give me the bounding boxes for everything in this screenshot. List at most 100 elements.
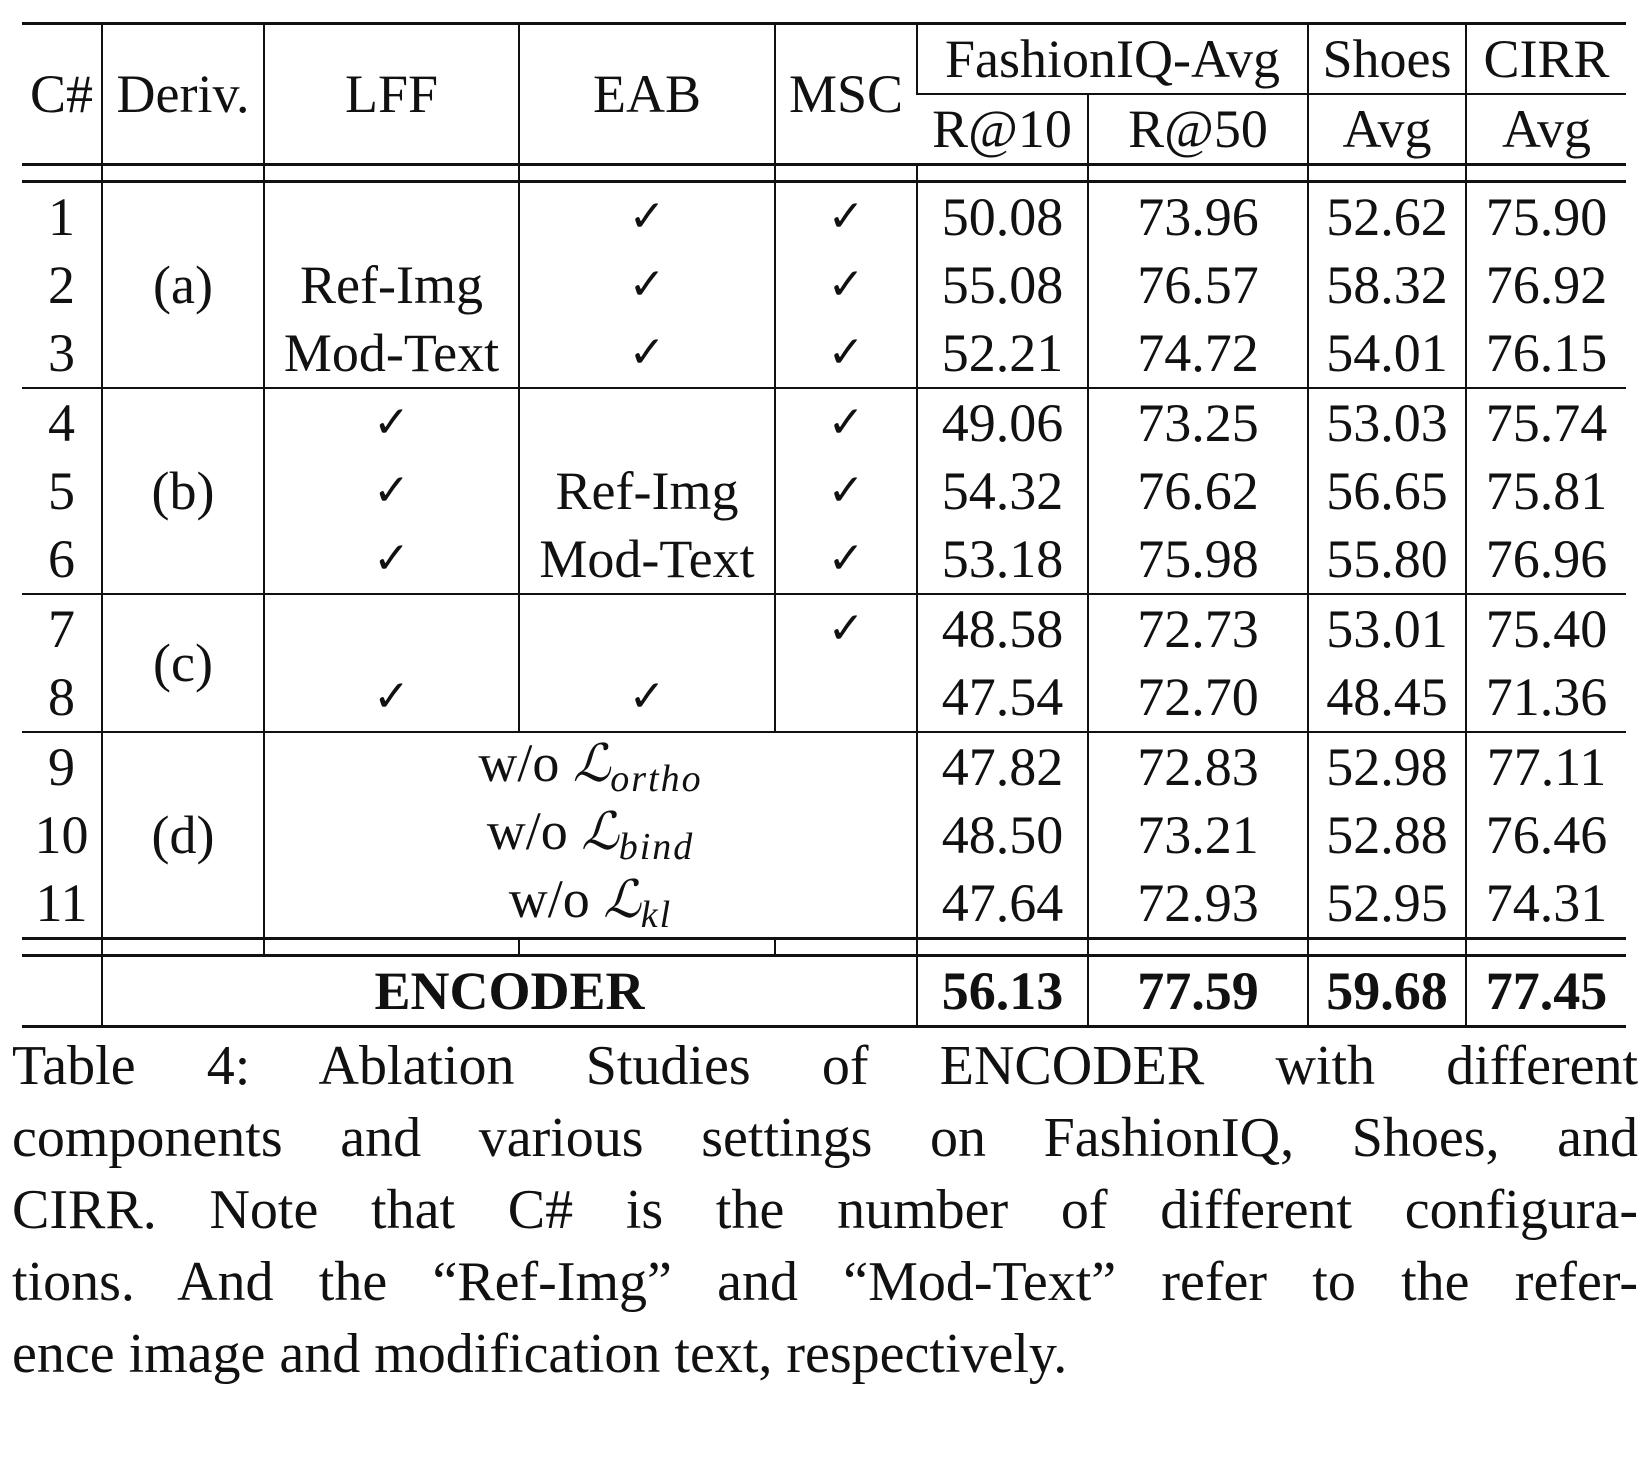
msc-cell: ✓ (774, 251, 917, 319)
r50-cell: 73.25 (1087, 387, 1308, 457)
r50-cell: 77.59 (1087, 955, 1308, 1028)
r10-cell: 56.13 (916, 955, 1088, 1028)
lff-cell (263, 593, 519, 663)
lff-cell: Ref-Img (263, 251, 519, 319)
config-number: 9 (22, 731, 102, 801)
group-label: (d) (101, 731, 264, 939)
eab-cell: ✓ (518, 319, 775, 388)
ablation-table: C# Deriv. LFF EAB MSC FashionIQ-Avg Shoe… (22, 22, 1626, 1028)
caption-line: tions. And the “Ref-Img” and “Mod-Text” … (12, 1251, 1638, 1313)
cirr-cell: 77.11 (1465, 731, 1626, 801)
table-row: 9 (d) w/o ℒortho 47.82 72.83 52.98 77.11 (22, 731, 1626, 939)
table-row: 11 w/o ℒkl 47.64 72.93 52.95 74.31 (22, 869, 1626, 939)
r10-cell: 52.21 (916, 319, 1088, 388)
config-number: 4 (22, 387, 102, 457)
config-number: 11 (35, 873, 88, 933)
table-row: 7 (c) ✓ 48.58 72.73 53.01 75.40 (22, 593, 1626, 732)
msc-cell: ✓ (774, 387, 917, 457)
msc-cell (774, 663, 917, 732)
loss-subscript: ortho (610, 758, 703, 800)
config-number: 10 (34, 805, 89, 865)
header-r50: R@50 (1087, 93, 1308, 165)
config-number: 7 (22, 593, 102, 663)
cirr-cell: 76.96 (1465, 525, 1626, 594)
r50-cell: 74.72 (1087, 319, 1308, 388)
eab-cell: ✓ (518, 663, 775, 732)
without-label: w/o (508, 869, 590, 929)
shoes-cell: 48.45 (1307, 663, 1466, 732)
lff-cell: ✓ (263, 663, 519, 732)
loss-ablation-cell: w/o ℒortho (263, 731, 917, 801)
r10-cell: 47.64 (916, 869, 1088, 939)
header-lff: LFF (263, 22, 519, 165)
header-shoes-avg: Avg (1307, 93, 1466, 165)
loss-subscript: bind (618, 826, 695, 868)
table-caption: Table 4: Ablation Studies of ENCODER wit… (12, 1030, 1638, 1390)
header-cirr: CIRR (1465, 22, 1626, 94)
eab-cell: ✓ (518, 181, 775, 251)
eab-cell: Mod-Text (518, 525, 775, 594)
header-r10: R@10 (917, 93, 1088, 165)
r10-cell: 48.58 (916, 593, 1088, 663)
loss-ablation-cell: w/o ℒkl (263, 869, 917, 939)
eab-cell: Ref-Img (518, 457, 775, 525)
lff-cell: ✓ (263, 457, 519, 525)
msc-cell: ✓ (774, 593, 917, 663)
caption-line: ence image and modification text, respec… (12, 1323, 1068, 1385)
r10-cell: 47.54 (916, 663, 1088, 732)
method-name: ENCODER (101, 955, 917, 1028)
r10-cell: 50.08 (916, 181, 1088, 251)
shoes-cell: 52.88 (1307, 801, 1466, 869)
without-label: w/o (486, 801, 568, 861)
header-cirr-avg: Avg (1465, 93, 1626, 165)
cirr-cell: 75.40 (1465, 593, 1626, 663)
shoes-cell: 53.01 (1307, 593, 1466, 663)
msc-cell: ✓ (774, 181, 917, 251)
caption-line: Table 4: Ablation Studies of ENCODER wit… (12, 1035, 1638, 1097)
loss-symbol: ℒ (603, 870, 641, 930)
ablation-table-container: C# Deriv. LFF EAB MSC FashionIQ-Avg Shoe… (22, 22, 1626, 1028)
shoes-cell: 53.03 (1307, 387, 1466, 457)
loss-subscript: kl (640, 894, 673, 936)
final-row: ENCODER 56.13 77.59 59.68 77.45 (22, 955, 1626, 1028)
group-label: (a) (101, 181, 264, 388)
cirr-cell: 71.36 (1465, 663, 1626, 732)
table-row: 2 Ref-Img ✓ ✓ 55.08 76.57 58.32 76.92 (22, 251, 1626, 319)
lff-cell: ✓ (263, 387, 519, 457)
table-row: 8 ✓ ✓ 47.54 72.70 48.45 71.36 (22, 663, 1626, 732)
shoes-cell: 54.01 (1307, 319, 1466, 388)
r10-cell: 48.50 (916, 801, 1088, 869)
header-fashioniq: FashionIQ-Avg (916, 22, 1308, 94)
header-msc: MSC (774, 22, 917, 165)
eab-cell (518, 593, 775, 663)
table-row: 1 (a) ✓ ✓ 50.08 73.96 52.62 75.90 (22, 181, 1626, 388)
group-label: (b) (101, 387, 264, 594)
r50-cell: 75.98 (1087, 525, 1308, 594)
r50-cell: 72.83 (1087, 731, 1308, 801)
msc-cell: ✓ (774, 525, 917, 594)
cirr-cell: 76.46 (1465, 801, 1626, 869)
table-row: 10 w/o ℒbind 48.50 73.21 52.88 76.46 (22, 801, 1626, 869)
caption-line: components and various settings on Fashi… (12, 1107, 1638, 1169)
cirr-cell: 74.31 (1465, 869, 1626, 939)
header-shoes: Shoes (1307, 22, 1466, 94)
msc-cell: ✓ (774, 319, 917, 388)
config-number: 5 (48, 461, 75, 521)
table-row: 5 ✓ Ref-Img ✓ 54.32 76.62 56.65 75.81 (22, 457, 1626, 525)
lff-cell: Mod-Text (263, 319, 519, 388)
config-number (22, 955, 102, 1028)
r50-cell: 76.57 (1087, 251, 1308, 319)
cirr-cell: 75.90 (1465, 181, 1626, 251)
cirr-cell: 75.81 (1465, 457, 1626, 525)
cirr-cell: 77.45 (1465, 955, 1626, 1028)
config-number: 6 (48, 529, 75, 589)
r10-cell: 55.08 (916, 251, 1088, 319)
lff-cell: ✓ (263, 525, 519, 594)
config-number: 8 (48, 667, 75, 727)
r10-cell: 53.18 (916, 525, 1088, 594)
r10-cell: 47.82 (916, 731, 1088, 801)
cirr-cell: 76.92 (1465, 251, 1626, 319)
table-row: 4 (b) ✓ ✓ 49.06 73.25 53.03 75.74 (22, 387, 1626, 594)
eab-cell (518, 387, 775, 457)
header-separator (22, 163, 1626, 183)
